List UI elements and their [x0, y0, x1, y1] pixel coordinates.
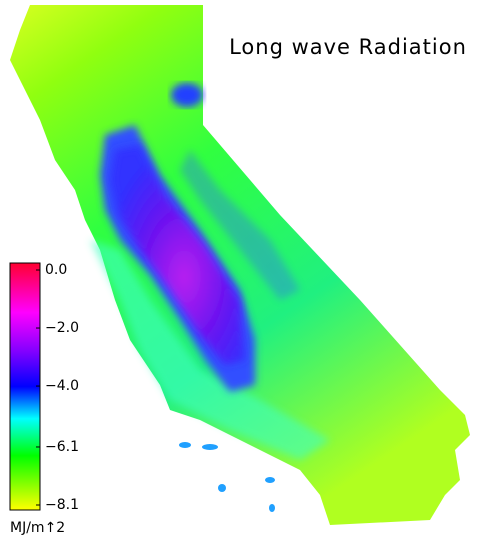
- state-shape: [10, 5, 470, 525]
- colorbar: [9, 262, 41, 511]
- lake: [171, 83, 203, 107]
- colorbar-unit: MJ/m↑2: [10, 520, 65, 536]
- colorbar-tick-label: −8.1: [45, 497, 79, 513]
- coastal-band: [90, 240, 330, 460]
- map-title: Long wave Radiation: [229, 35, 467, 59]
- sierra-band: [180, 150, 300, 300]
- colorbar-tick-label: −6.1: [45, 439, 79, 455]
- california-map: [10, 5, 470, 525]
- colorbar-tick-label: 0.0: [45, 262, 67, 278]
- colorbar-tick-label: −2.0: [45, 320, 79, 336]
- central-valley-core: [110, 145, 245, 365]
- island: [202, 444, 218, 450]
- island: [218, 484, 226, 492]
- island: [269, 504, 275, 512]
- island: [179, 442, 191, 448]
- island: [265, 477, 275, 483]
- colorbar-tick-label: −4.0: [45, 378, 79, 394]
